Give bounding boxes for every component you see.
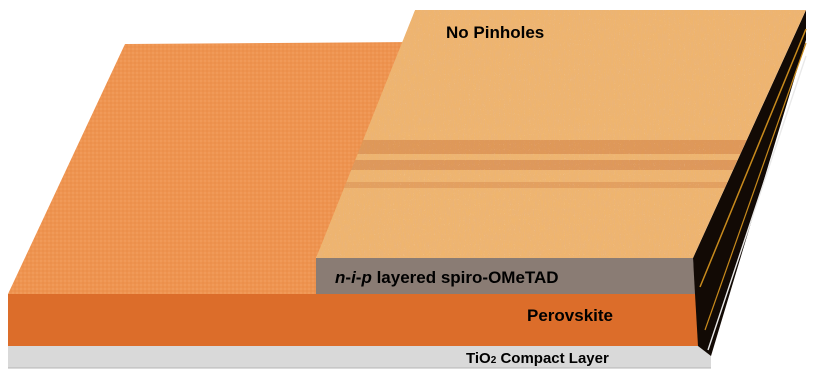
- perovskite-layer-label: Perovskite: [527, 306, 613, 325]
- spiro-ometad-front-face: [316, 258, 695, 294]
- side-stripe-lower: [704, 42, 807, 331]
- spiro-ometad-layer-label: n-i-p layered spiro-OMeTAD: [335, 268, 559, 287]
- spiro-prefix-dash-1: -: [345, 268, 351, 287]
- spiro-prefix-n: n: [335, 268, 345, 287]
- spiro-prefix-dash-2: -: [356, 268, 362, 287]
- tio2-compact-layer-label: TiO2 Compact Layer: [466, 350, 609, 367]
- tio2-prefix: TiO: [466, 350, 491, 367]
- tio2-suffix: Compact Layer: [496, 350, 609, 367]
- spiro-suffix: layered spiro-OMeTAD: [372, 268, 559, 287]
- tio2-subscript: 2: [491, 355, 497, 366]
- side-stripe-upper: [699, 28, 807, 288]
- no-pinholes-label: No Pinholes: [446, 23, 544, 42]
- perovskite-top-surface: [8, 42, 415, 294]
- side-stripe-bottom: [707, 55, 807, 351]
- tio2-front-face: [8, 346, 711, 368]
- spiro-prefix-p: p: [360, 268, 371, 287]
- spiro-prefix-i: i: [351, 268, 357, 287]
- perovskite-front-face: [8, 294, 698, 346]
